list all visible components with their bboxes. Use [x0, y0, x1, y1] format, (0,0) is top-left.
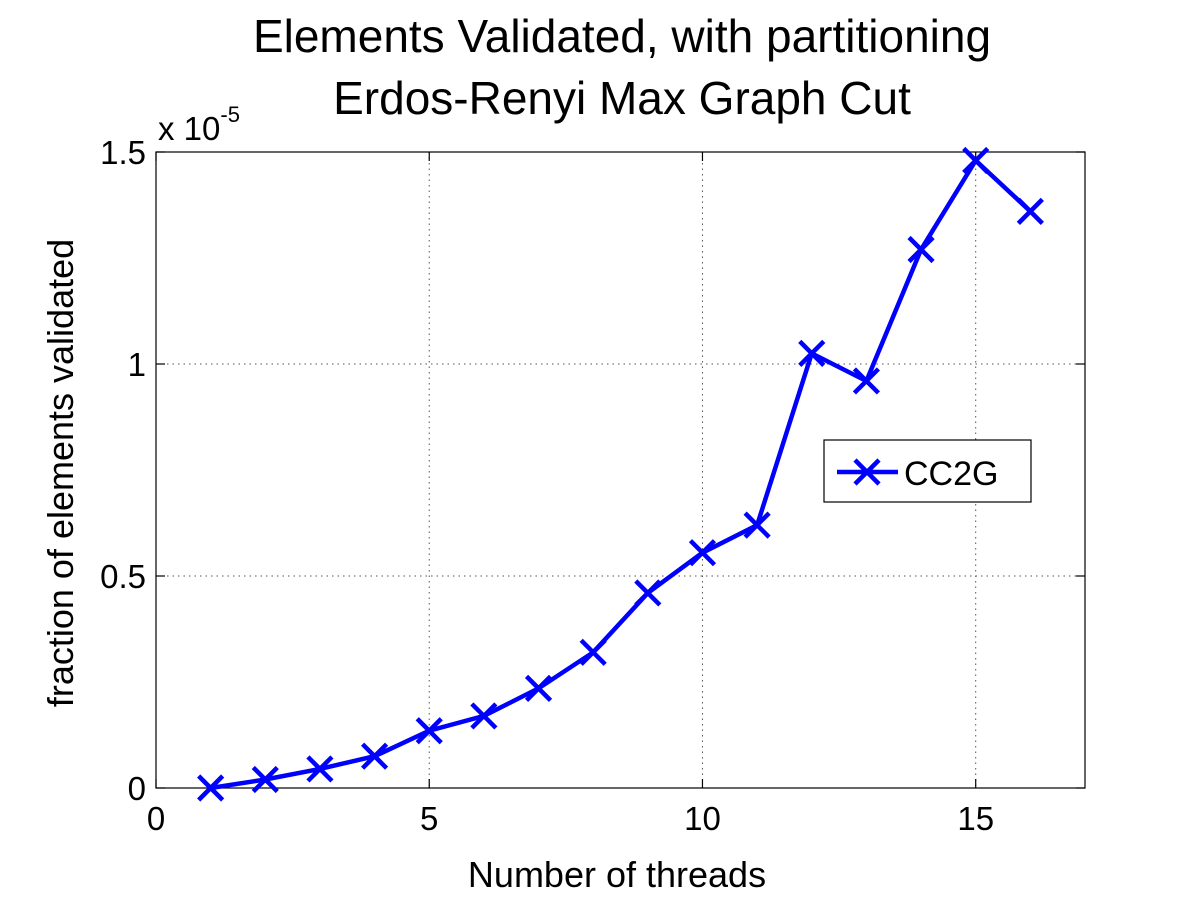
data-point-marker: [907, 235, 935, 264]
data-point-marker: [743, 511, 771, 539]
data-point-marker: [306, 755, 334, 783]
legend: CC2G: [823, 439, 1032, 503]
x-tick-label: 5: [420, 800, 438, 837]
y-tick-label: 0: [128, 770, 146, 807]
plot-area-frame: [155, 151, 1086, 789]
y-multiplier-base: x 10: [158, 110, 220, 147]
x-axis-label: Number of threads: [468, 854, 766, 895]
data-point-marker: [524, 674, 553, 702]
series-group: [197, 146, 1044, 802]
data-point-marker: [415, 717, 443, 745]
series-line-cc2g: [210, 156, 1032, 791]
axis-ticks: 0 5 10 15 0 0.5 1 1.5: [100, 134, 1085, 837]
legend-marker-x-icon: [853, 458, 881, 486]
data-point-marker: [688, 539, 717, 567]
data-point-marker: [360, 742, 389, 770]
data-point-marker: [197, 774, 225, 802]
data-point-marker: [634, 579, 662, 607]
x-tick-label: 15: [957, 800, 994, 837]
x-tick-label: 0: [147, 800, 165, 837]
y-axis-label: fraction of elements validated: [40, 239, 81, 707]
y-tick-label: 0.5: [100, 558, 146, 595]
data-point-marker: [470, 702, 498, 730]
data-point-marker: [962, 146, 990, 175]
y-tick-label: 1.5: [100, 134, 146, 171]
data-point-marker: [251, 765, 279, 794]
data-point-marker: [798, 339, 826, 367]
chart-title: Elements Validated, with partitioning: [253, 10, 991, 62]
data-point-marker: [1016, 197, 1044, 225]
data-point-marker: [852, 367, 881, 395]
y-axis-multiplier: x 10-5: [158, 102, 240, 147]
data-point-marker: [579, 638, 607, 666]
y-tick-label: 1: [128, 346, 146, 383]
y-multiplier-exponent: -5: [220, 102, 240, 127]
chart-subtitle: Erdos-Renyi Max Graph Cut: [333, 72, 911, 124]
legend-label-cc2g: CC2G: [904, 455, 998, 493]
x-tick-label: 10: [684, 800, 721, 837]
